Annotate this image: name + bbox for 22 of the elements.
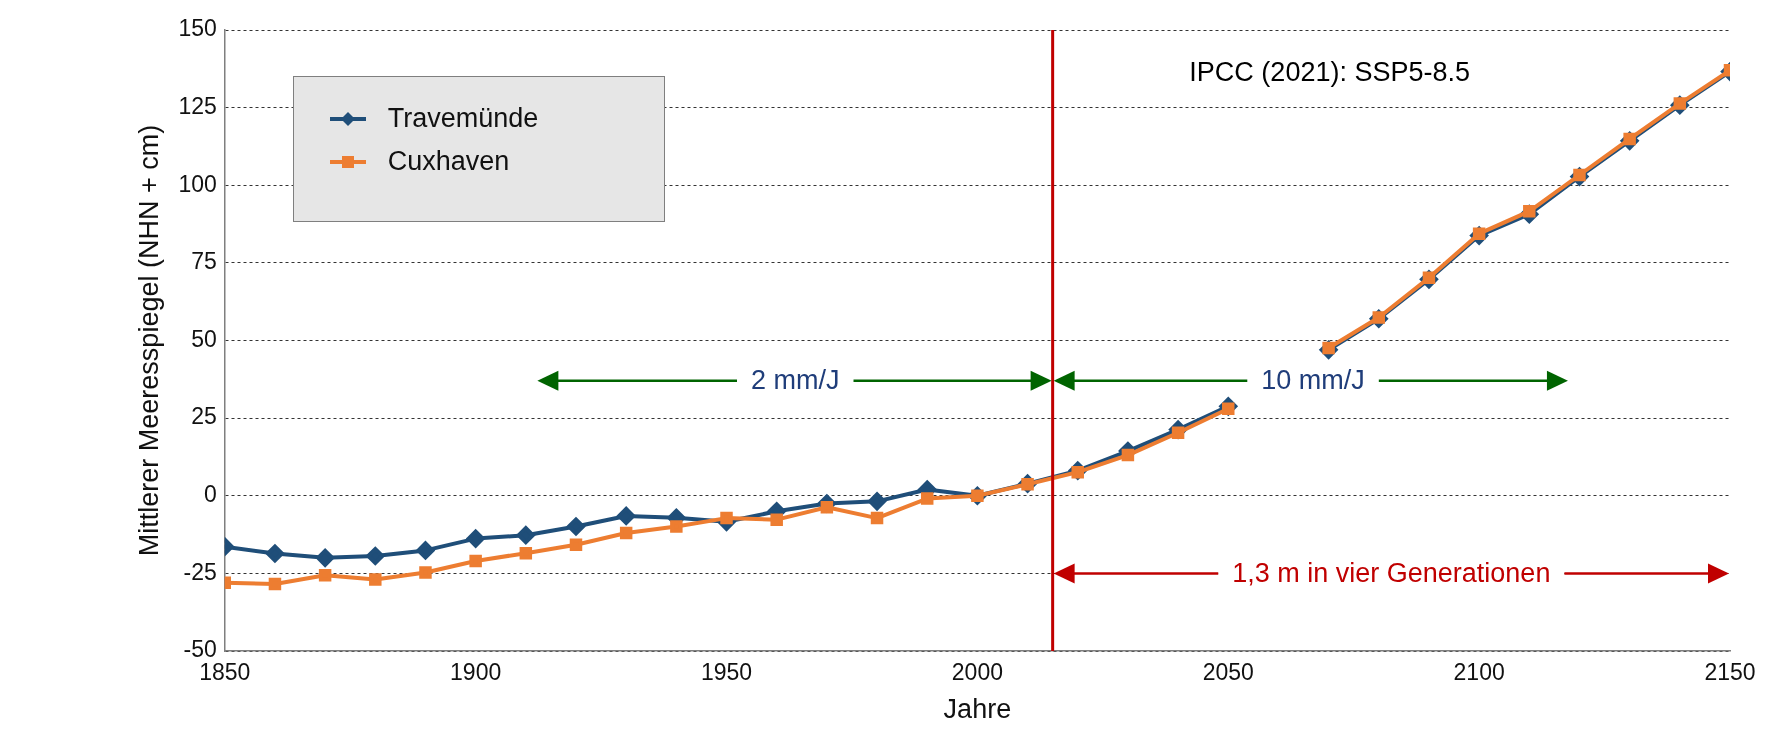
- x-tick-label: 1950: [700, 659, 753, 686]
- y-tick-label: 50: [191, 325, 217, 352]
- y-tick-label: -25: [183, 558, 217, 585]
- legend-label: Cuxhaven: [387, 146, 510, 177]
- y-axis-title: Mittlerer Meeresspiegel (NHN + cm): [133, 124, 164, 557]
- annotation: IPCC (2021): SSP5-8.5: [1189, 57, 1470, 88]
- x-tick-label: 2100: [1453, 659, 1505, 686]
- x-tick-label: 2000: [951, 659, 1003, 686]
- y-tick-label: 150: [178, 15, 217, 42]
- y-tick-label: 100: [178, 170, 217, 197]
- y-tick-label: 0: [203, 481, 217, 508]
- y-tick-label: 125: [178, 92, 217, 119]
- legend-label: Travemünde: [387, 103, 539, 134]
- annotation: 2 mm/J: [751, 365, 840, 396]
- x-tick-label: 1900: [450, 659, 502, 686]
- y-tick-label: 25: [191, 403, 217, 430]
- x-axis-title: Jahre: [943, 694, 1012, 725]
- x-tick-label: 2150: [1704, 659, 1756, 686]
- y-tick-label: 75: [191, 248, 217, 275]
- x-tick-label: 2050: [1202, 659, 1254, 686]
- annotation: 10 mm/J: [1261, 365, 1365, 396]
- annotation: 1,3 m in vier Generationen: [1232, 557, 1551, 588]
